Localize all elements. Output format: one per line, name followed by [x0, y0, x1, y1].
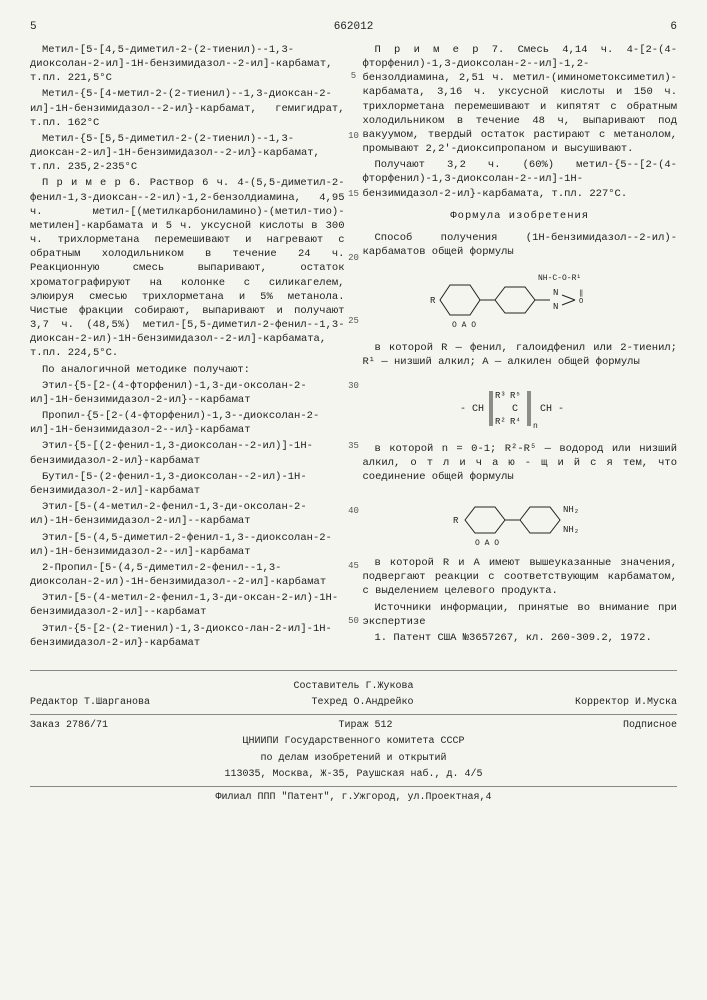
line-number: 5	[347, 70, 361, 82]
branch-line: Филиал ППП "Патент", г.Ужгород, ул.Проек…	[30, 791, 677, 805]
where-clause-1: в которой R — фенил, галоидфенил или 2-т…	[363, 341, 678, 369]
example-6: П р и м е р 6. Раствор 6 ч. 4-(5,5-димет…	[30, 176, 345, 360]
right-column: П р и м е р 7. Смесь 4,14 ч. 4-[2-(4-фто…	[363, 43, 678, 652]
page-no-left: 5	[30, 20, 37, 35]
line-number: 20	[347, 252, 361, 264]
svg-text:n: n	[533, 422, 538, 431]
compiler-line: Составитель Г.Жукова	[30, 680, 677, 694]
struct1-label: NH-C-O-R¹	[538, 274, 581, 283]
org-line-1: ЦНИИПИ Государственного комитета СССР	[30, 735, 677, 749]
compound-entry: 2-Пропил-[5-(4,5-диметил-2-фенил--1,3-ди…	[30, 561, 345, 589]
org-line-2: по делам изобретений и открытий	[30, 752, 677, 766]
line-number: 15	[347, 188, 361, 200]
reference-1: 1. Патент США №3657267, кл. 260-309.2, 1…	[363, 631, 678, 645]
order-number: Заказ 2786/71	[30, 719, 108, 733]
svg-text:‖: ‖	[579, 290, 583, 298]
svg-text:O A O: O A O	[452, 321, 476, 330]
svg-text:R²: R²	[495, 417, 506, 427]
example-7: П р и м е р 7. Смесь 4,14 ч. 4-[2-(4-фто…	[363, 43, 678, 156]
compound-entry: Этил-[5-(4-метил-2-фенил-1,3-ди-оксолан-…	[30, 500, 345, 528]
example-7-result: Получают 3,2 ч. (60%) метил-{5--[2-(4-фт…	[363, 158, 678, 201]
where-clause-3: в которой R и A имеют вышеуказанные знач…	[363, 556, 678, 599]
svg-text:N: N	[553, 288, 558, 298]
chem-structure-2: - CH R³ R² R⁵ C R⁴ n CH -	[363, 376, 678, 436]
compound-entry: Бутил-[5-(2-фенил-1,3-диоксолан--2-ил)-1…	[30, 470, 345, 498]
svg-text:C: C	[512, 404, 518, 415]
sources-heading: Источники информации, принятые во вниман…	[363, 601, 678, 629]
formula-heading: Формула изобретения	[363, 209, 678, 223]
svg-text:O A O: O A O	[475, 539, 499, 548]
svg-text:- CH: - CH	[460, 404, 484, 415]
footer-rule	[30, 714, 677, 715]
footer-rule	[30, 786, 677, 787]
nh2-label: NH₂	[563, 505, 579, 515]
line-number: 10	[347, 130, 361, 142]
imprint-footer: Составитель Г.Жукова Редактор Т.Шарганов…	[30, 670, 677, 805]
editor-credit: Редактор Т.Шарганова	[30, 696, 150, 710]
address-line: 113035, Москва, Ж-35, Раушская наб., д. …	[30, 768, 677, 782]
header-row: 5 662012 6	[30, 20, 677, 35]
line-number: 40	[347, 505, 361, 517]
method-text: Способ получения (1Н-бензимидазол--2-ил)…	[363, 231, 678, 259]
compound-entry: Метил-{5-[5,5-диметил-2-(2-тиенил)--1,3-…	[30, 132, 345, 175]
patent-page: 5 662012 6 Метил-[5-[4,5-диметил-2-(2-ти…	[0, 0, 707, 1000]
svg-text:R⁴: R⁴	[510, 416, 521, 427]
svg-text:R³: R³	[495, 391, 506, 401]
compound-entry: Этил-{5-[2-(4-фторфенил)-1,3-ди-оксолан-…	[30, 379, 345, 407]
patent-number: 662012	[37, 20, 671, 35]
svg-text:R⁵: R⁵	[510, 391, 521, 401]
line-number: 45	[347, 560, 361, 572]
compound-entry: Этил-[5-(4-метил-2-фенил-1,3-ди-оксан-2-…	[30, 591, 345, 619]
compound-entry: Этил-[5-(4,5-диметил-2-фенил-1,3--диоксо…	[30, 531, 345, 559]
svg-text:O: O	[579, 298, 583, 306]
nh2-label: NH₂	[563, 525, 579, 535]
left-column: Метил-[5-[4,5-диметил-2-(2-тиенил)--1,3-…	[30, 43, 345, 652]
line-number: 35	[347, 440, 361, 452]
tech-credit: Техред О.Андрейко	[311, 696, 413, 710]
line-number: 25	[347, 315, 361, 327]
print-run: Тираж 512	[338, 719, 392, 733]
compound-entry: Метил-{5-[4-метил-2-(2-тиенил)--1,3-диок…	[30, 87, 345, 130]
where-clause-2: в которой n = 0-1; R²-R⁵ — водород или н…	[363, 442, 678, 485]
page-no-right: 6	[670, 20, 677, 35]
compound-entry: Этил-{5-[2-(2-тиенил)-1,3-диоксо-лан-2-и…	[30, 622, 345, 650]
order-row: Заказ 2786/71 Тираж 512 Подписное	[30, 719, 677, 733]
line-number: 30	[347, 380, 361, 392]
compound-entry: Пропил-{5-[2-(4-фторфенил)-1,3--диоксола…	[30, 409, 345, 437]
svg-text:R: R	[453, 516, 459, 526]
compound-entry: Метил-[5-[4,5-диметил-2-(2-тиенил)--1,3-…	[30, 43, 345, 86]
corrector-credit: Корректор И.Муска	[575, 696, 677, 710]
compound-entry: Этил-{5-[(2-фенил-1,3-диоксолан--2-ил)]-…	[30, 439, 345, 467]
svg-text:CH -: CH -	[540, 404, 564, 415]
credits-row: Редактор Т.Шарганова Техред О.Андрейко К…	[30, 696, 677, 710]
line-number: 50	[347, 615, 361, 627]
chem-structure-1: N N NH-C-O-R¹ ‖ O R O A O	[363, 265, 678, 335]
svg-text:N: N	[553, 302, 558, 312]
chem-structure-3: R O A O NH₂ NH₂	[363, 490, 678, 550]
subscription: Подписное	[623, 719, 677, 733]
svg-text:R: R	[430, 296, 436, 306]
analogous-intro: По аналогичной методике получают:	[30, 363, 345, 377]
